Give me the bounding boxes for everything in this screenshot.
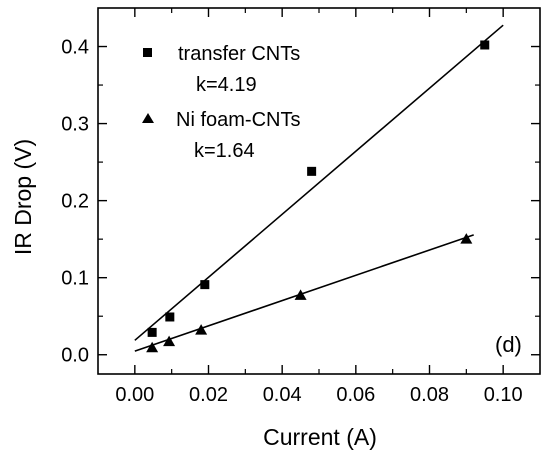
panel-label: (d) (495, 332, 522, 357)
data-point-triangle (460, 233, 473, 244)
fit-line-series-1 (134, 234, 474, 352)
y-tick-label: 0.2 (61, 191, 89, 213)
y-tick-label: 0.3 (61, 114, 89, 136)
data-point-triangle (195, 324, 208, 335)
legend: transfer CNTs k=4.19 Ni foam-CNTs k=1.64 (142, 43, 300, 162)
data-point-square (147, 327, 157, 337)
x-tick-label: 0.06 (336, 384, 375, 406)
legend-marker-ni-foam-cnts (142, 113, 154, 123)
data-point-square (200, 280, 210, 290)
x-tick-label: 0.02 (189, 384, 228, 406)
legend-label-transfer-cnts: transfer CNTs (178, 43, 300, 65)
plot-frame (97, 7, 541, 375)
y-tick-label: 0.4 (61, 37, 89, 59)
x-tick-label: 0.00 (115, 384, 154, 406)
x-axis-title: Current (A) (263, 424, 377, 450)
x-tick-label: 0.08 (410, 384, 449, 406)
data-point-triangle (294, 289, 307, 300)
legend-label-ni-foam-cnts: Ni foam-CNTs (176, 109, 300, 131)
data-point-triangle (146, 341, 159, 353)
y-tick-label: 0.1 (61, 268, 89, 290)
y-axis: 0.0 0.1 0.2 0.3 0.4 (61, 37, 540, 367)
legend-marker-transfer-cnts (143, 48, 152, 57)
x-axis: 0.00 0.02 0.04 0.06 0.08 0.10 (115, 8, 523, 406)
y-axis-title: IR Drop (V) (10, 139, 36, 255)
data-point-triangle (163, 335, 176, 347)
plot-border (97, 7, 541, 375)
data-point-square (480, 40, 490, 50)
legend-annotation-transfer-cnts: k=4.19 (196, 74, 257, 96)
data-point-square (165, 312, 175, 322)
data-markers (146, 40, 490, 353)
legend-annotation-ni-foam-cnts: k=1.64 (194, 140, 255, 162)
x-tick-label: 0.04 (263, 384, 302, 406)
x-tick-label: 0.10 (484, 384, 523, 406)
data-point-square (307, 166, 317, 176)
fit-lines (134, 24, 504, 352)
fit-line-series-0 (134, 24, 504, 341)
y-tick-label: 0.0 (61, 345, 89, 367)
